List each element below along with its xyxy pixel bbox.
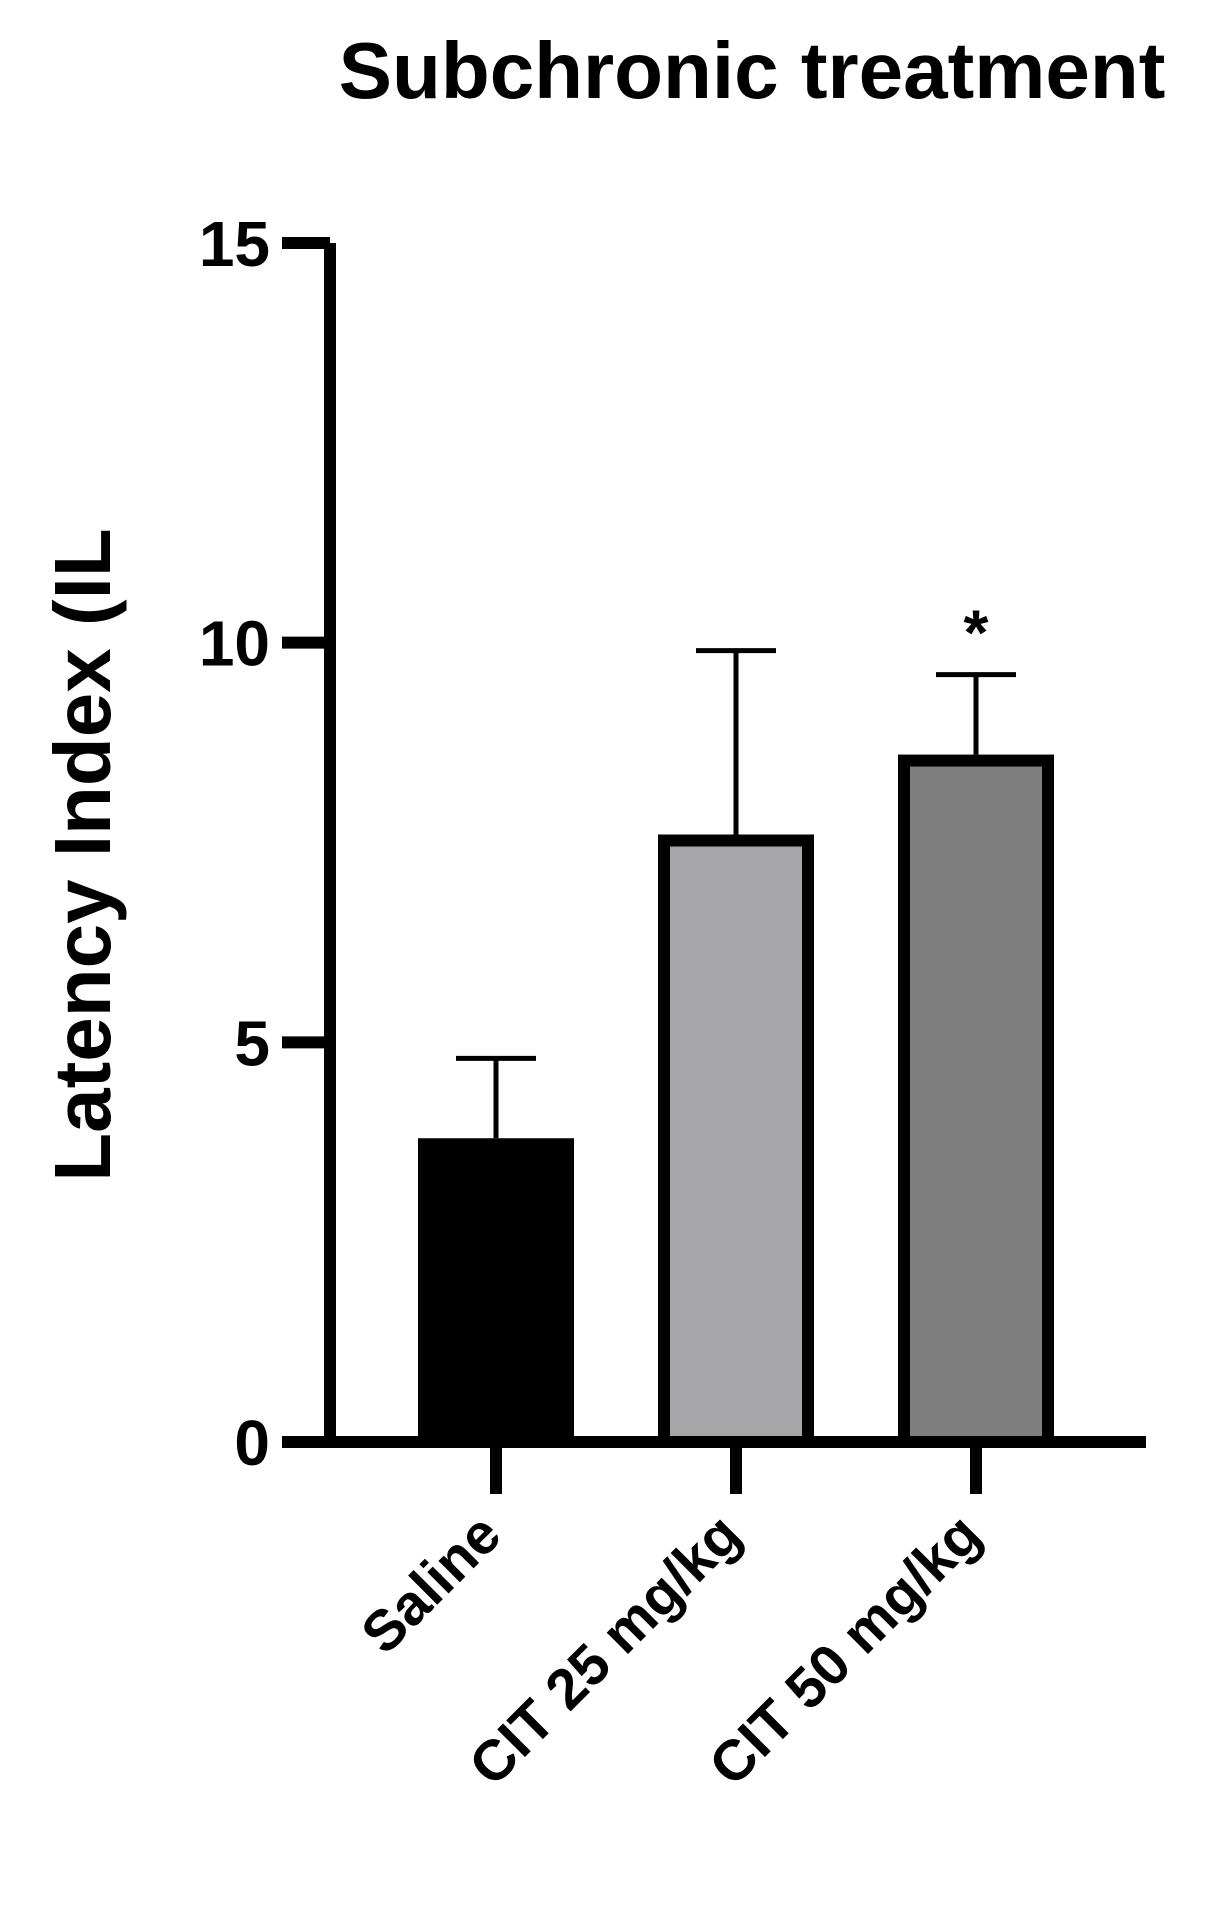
bar: [658, 834, 814, 1448]
significance-annotations: *: [964, 597, 989, 669]
y-tick-label: 15: [199, 208, 270, 280]
y-axis-label: Latency Index (IL: [38, 528, 127, 1181]
error-bars-group: [456, 648, 1016, 1139]
y-ticks-group: 0 5 10 15: [199, 208, 330, 1479]
y-tick-label: 5: [234, 1007, 270, 1079]
chart-title: Subchronic treatment: [339, 26, 1166, 115]
bar: [418, 1138, 574, 1448]
y-tick-label: 0: [234, 1407, 270, 1479]
y-tick-label: 10: [199, 608, 270, 680]
significance-marker: *: [964, 597, 989, 669]
bars-group: [418, 754, 1054, 1448]
x-tick-label: Saline: [349, 1502, 513, 1666]
bar: [898, 754, 1054, 1448]
